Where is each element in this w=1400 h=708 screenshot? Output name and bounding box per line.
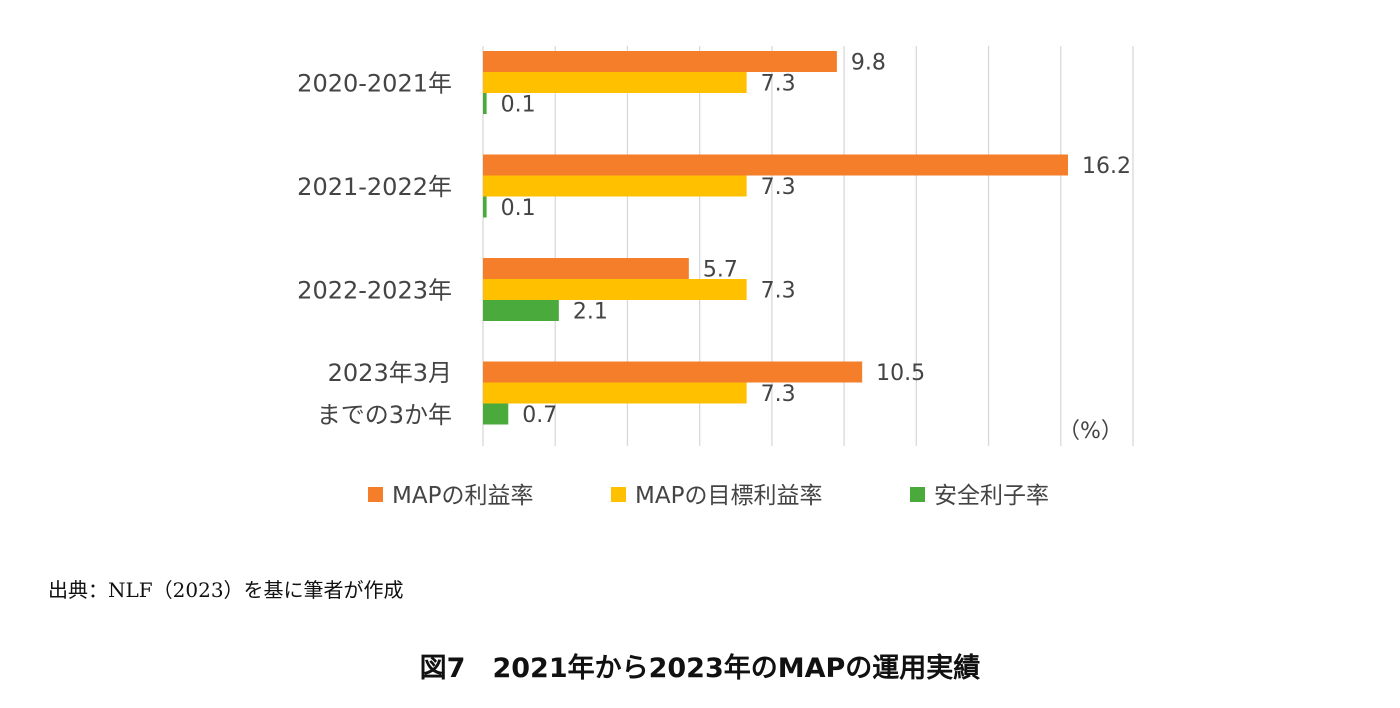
data-label: 0.1 — [501, 93, 536, 118]
bar-chart: 9.8 7.3 0.1 16.2 7.3 0.1 5.7 7.3 2.1 10.5 7.3 0.7 2… — [297, 46, 1134, 509]
gridlines — [482, 46, 1134, 446]
category-label: 2023年3月 — [328, 359, 452, 387]
bar — [483, 154, 1068, 176]
bar — [483, 300, 559, 321]
data-label: 9.8 — [851, 51, 886, 76]
legend-swatch — [910, 487, 925, 502]
unit-label: （%） — [1058, 419, 1123, 444]
bar — [483, 258, 689, 279]
legend-label: MAPの利益率 — [392, 483, 533, 509]
data-label: 10.5 — [876, 361, 925, 386]
category-label: までの3か年 — [317, 401, 452, 429]
bars — [483, 51, 1068, 425]
legend-swatch — [368, 487, 383, 502]
data-label: 7.3 — [761, 382, 796, 407]
bar — [483, 361, 863, 383]
legend-label: MAPの目標利益率 — [635, 483, 822, 509]
data-label: 0.1 — [501, 196, 536, 221]
data-label: 0.7 — [522, 403, 557, 428]
data-label: 2.1 — [573, 300, 608, 325]
bar — [483, 72, 747, 93]
data-label: 7.3 — [761, 175, 796, 200]
bar — [483, 51, 837, 72]
bar — [483, 279, 747, 300]
category-label: 2022-2023年 — [297, 277, 452, 305]
data-label: 16.2 — [1082, 154, 1131, 179]
bar — [483, 403, 509, 425]
category-labels: 2020-2021年 2021-2022年 2022-2023年 2023年3月までの… — [297, 70, 452, 430]
bar — [483, 196, 487, 218]
category-label: 2020-2021年 — [297, 70, 452, 98]
source-note: 出典：NLF（2023）を基に筆者が作成 — [48, 578, 404, 602]
data-label: 7.3 — [761, 72, 796, 97]
bar — [483, 93, 487, 114]
data-label: 7.3 — [761, 279, 796, 304]
bar — [483, 175, 747, 197]
data-labels: 9.8 7.3 0.1 16.2 7.3 0.1 5.7 7.3 2.1 10.5 7.3 0.7 — [501, 51, 1131, 429]
data-label: 5.7 — [703, 258, 738, 283]
figure-caption: 図7 2021年から2023年のMAPの運用実績 — [419, 653, 981, 684]
category-label: 2021-2022年 — [297, 173, 452, 201]
bar — [483, 382, 747, 404]
legend-label: 安全利子率 — [934, 483, 1049, 509]
legend-swatch — [611, 487, 626, 502]
legend: MAPの利益率 MAPの目標利益率 安全利子率 — [368, 483, 1049, 509]
